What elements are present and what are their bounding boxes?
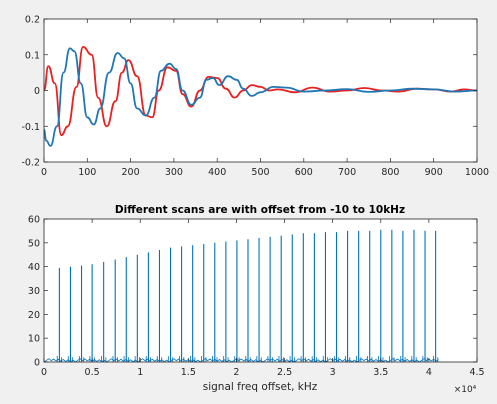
y-tick-label: -0.2	[21, 158, 40, 169]
series-line-1	[43, 46, 478, 137]
y-tick-label: 0	[34, 358, 40, 369]
x-tick-label: 400	[208, 167, 226, 178]
x-tick-label: 0	[41, 167, 47, 178]
x-tick-label: 700	[338, 167, 356, 178]
x-tick-label: 1.5	[181, 367, 196, 378]
y-tick-label: 30	[28, 286, 40, 297]
top-plot-ticks: 0 100 200 300 400 500 600 700 800 900 1000 -0.2 -0.1…	[21, 15, 489, 179]
x-tick-label: 3	[330, 367, 336, 378]
x-tick-label: 0	[41, 367, 47, 378]
bottom-plot: Different scans are with offset from -10…	[28, 204, 485, 395]
bottom-plot-title: Different scans are with offset from -10…	[115, 204, 405, 216]
x-tick-label: 500	[251, 167, 269, 178]
x-tick-label: 3.5	[373, 367, 388, 378]
y-tick-label: 60	[28, 215, 40, 226]
bottom-plot-area	[44, 219, 477, 362]
x-tick-label: 800	[381, 167, 399, 178]
x-tick-label: 1	[137, 367, 143, 378]
y-tick-label: 0	[34, 86, 40, 97]
top-plot: 0 100 200 300 400 500 600 700 800 900 1000 -0.2 -0.1…	[21, 15, 489, 179]
x-tick-label: 100	[78, 167, 96, 178]
series-line-2	[43, 47, 478, 147]
x-tick-label: 0.5	[85, 367, 100, 378]
top-plot-area	[44, 19, 477, 162]
y-tick-label: 0.1	[25, 50, 40, 61]
x-tick-label: 300	[165, 167, 183, 178]
x-tick-label: 200	[122, 167, 140, 178]
y-tick-label: 0.2	[25, 15, 40, 26]
y-tick-label: -0.1	[21, 122, 40, 133]
x-tick-label: 2.5	[277, 367, 292, 378]
x-tick-label: 4	[426, 367, 432, 378]
top-plot-series	[43, 46, 478, 147]
x-tick-label: 600	[295, 167, 313, 178]
x-tick-label: 2	[233, 367, 239, 378]
bottom-plot-series	[43, 229, 439, 363]
y-tick-label: 20	[28, 310, 40, 321]
y-tick-label: 10	[28, 334, 40, 345]
y-tick-label: 40	[28, 262, 40, 273]
top-plot-frame	[43, 18, 478, 163]
noise-floor	[43, 358, 439, 363]
x-tick-label: 900	[425, 167, 443, 178]
y-tick-label: 50	[28, 238, 40, 249]
x-tick-label: 1000	[465, 167, 489, 178]
x-tick-label: 4.5	[469, 367, 484, 378]
bottom-plot-x-exponent: ×10⁴	[454, 385, 477, 395]
bottom-plot-x-axis-label: signal freq offset, kHz	[203, 381, 318, 393]
bottom-plot-frame	[43, 218, 478, 363]
